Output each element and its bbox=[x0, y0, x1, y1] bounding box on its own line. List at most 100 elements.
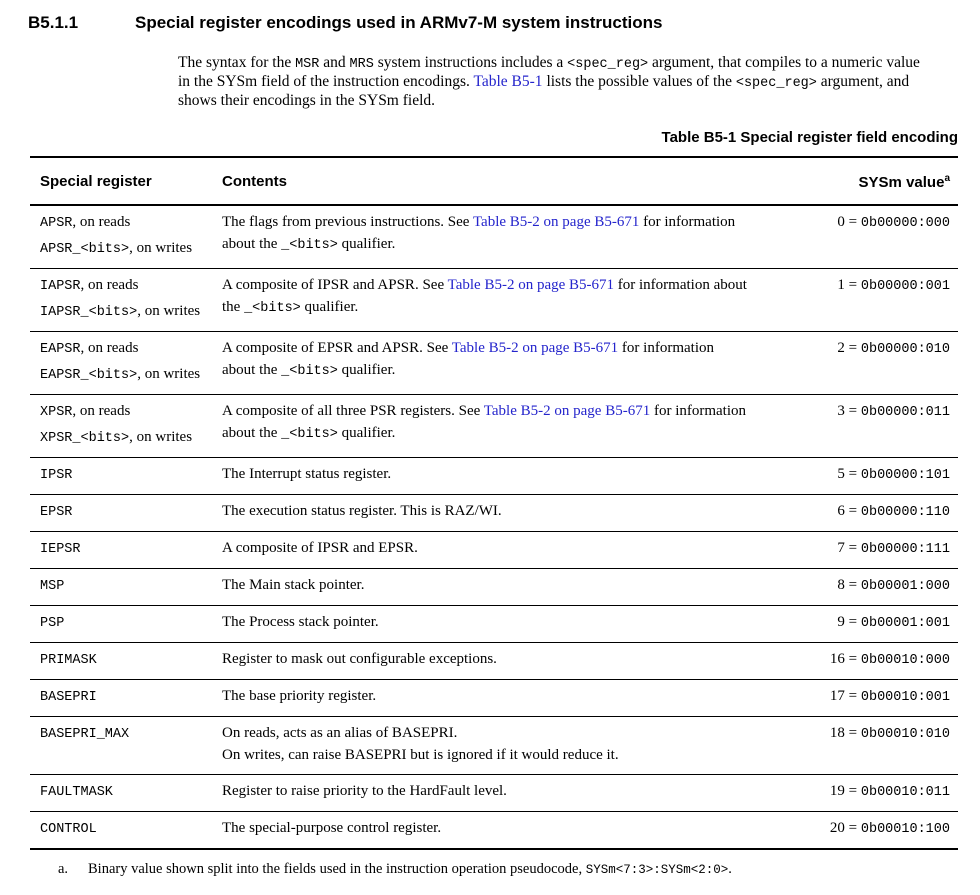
text-segment: , on writes bbox=[129, 429, 193, 445]
text-line: CONTROL bbox=[40, 820, 222, 838]
text-segment: IAPSR bbox=[40, 279, 81, 294]
intro-paragraph: The syntax for the MSR and MRS system in… bbox=[178, 54, 960, 109]
text-segment: 2 = bbox=[837, 340, 861, 356]
contents-cell: The special-purpose control register. bbox=[222, 820, 818, 837]
special-register-cell: MSP bbox=[30, 577, 222, 595]
cross-reference-link[interactable]: Table B5-2 on page B5-671 bbox=[447, 277, 615, 293]
table-row: EAPSR, on reads EAPSR_<bits>, on writes A… bbox=[30, 332, 958, 395]
column-header-contents: Contents bbox=[222, 173, 287, 190]
text-segment: IEPSR bbox=[40, 542, 81, 557]
contents-cell: A composite of EPSR and APSR. See Table … bbox=[222, 340, 818, 380]
text-segment: qualifier. bbox=[337, 362, 396, 378]
text-line: APSR, on reads bbox=[40, 214, 222, 232]
text-line: A composite of IPSR and APSR. See Table … bbox=[222, 277, 818, 294]
text-segment: BASEPRI bbox=[40, 690, 97, 705]
column-header-special-register: Special register bbox=[40, 173, 152, 190]
sysm-value-cell: 0 = 0b00000:000 bbox=[818, 214, 958, 232]
text-segment: The execution status register. This is R… bbox=[222, 503, 502, 519]
text-segment: qualifier. bbox=[337, 425, 396, 441]
table-row: EPSR The execution status register. This… bbox=[30, 495, 958, 532]
table-row: IAPSR, on reads IAPSR_<bits>, on writes A… bbox=[30, 269, 958, 332]
table-row: CONTROL The special-purpose control regi… bbox=[30, 812, 958, 848]
table-row: IEPSR A composite of IPSR and EPSR. 7 = … bbox=[30, 532, 958, 569]
column-header-sysm-value: SYSm valuea bbox=[818, 173, 958, 191]
table-caption: Table B5-1 Special register field encodi… bbox=[661, 129, 958, 146]
text-segment: APSR bbox=[40, 216, 73, 231]
text-segment: A composite of EPSR and APSR. See bbox=[222, 340, 452, 356]
text-segment: 0b00001:000 bbox=[860, 579, 950, 594]
sysm-value-cell: 7 = 0b00000:111 bbox=[818, 540, 958, 558]
text-segment: XPSR bbox=[40, 405, 73, 420]
cross-reference-link[interactable]: Table B5-2 on page B5-671 bbox=[451, 340, 619, 356]
text-segment: for information bbox=[639, 214, 736, 230]
text-line: The base priority register. bbox=[222, 688, 818, 705]
text-line: On reads, acts as an alias of BASEPRI. bbox=[222, 725, 818, 742]
text-segment: MSR bbox=[295, 57, 320, 72]
text-segment: A composite of all three PSR registers. … bbox=[222, 403, 484, 419]
text-line: The execution status register. This is R… bbox=[222, 503, 818, 520]
text-line: BASEPRI bbox=[40, 688, 222, 706]
cross-reference-link[interactable]: Table B5-2 on page B5-671 bbox=[483, 403, 651, 419]
text-segment: <spec_reg> bbox=[735, 76, 817, 91]
text-line: the _<bits> qualifier. bbox=[222, 299, 818, 317]
cross-reference-link[interactable]: Table B5-2 on page B5-671 bbox=[472, 214, 640, 230]
special-register-cell: BASEPRI_MAX bbox=[30, 725, 222, 743]
text-segment: about the bbox=[222, 425, 282, 441]
text-line: BASEPRI_MAX bbox=[40, 725, 222, 743]
text-line: shows their encodings in the SYSm field. bbox=[178, 92, 960, 109]
text-segment: 0b00000:000 bbox=[860, 216, 950, 231]
table-row: PSP The Process stack pointer. 9 = 0b000… bbox=[30, 606, 958, 643]
footnote-marker-superscript: a bbox=[944, 173, 950, 184]
text-segment: MRS bbox=[349, 57, 374, 72]
text-segment: Binary value shown split into the fields… bbox=[88, 861, 586, 877]
text-segment: On reads, acts as an alias of BASEPRI. bbox=[222, 725, 458, 741]
text-line: The Main stack pointer. bbox=[222, 577, 818, 594]
text-line: EPSR bbox=[40, 503, 222, 521]
text-line: IAPSR, on reads bbox=[40, 277, 222, 295]
cross-reference-link[interactable]: Table B5-1 bbox=[473, 73, 543, 90]
table-footnote: a. Binary value shown split into the fie… bbox=[58, 861, 938, 878]
text-line: Register to mask out configurable except… bbox=[222, 651, 818, 668]
text-line: The special-purpose control register. bbox=[222, 820, 818, 837]
text-segment: The special-purpose control register. bbox=[222, 820, 442, 836]
text-segment: The syntax for the bbox=[178, 54, 296, 71]
section-title: Special register encodings used in ARMv7… bbox=[135, 13, 663, 32]
text-segment: 7 = bbox=[837, 540, 861, 556]
special-register-cell: EAPSR, on reads EAPSR_<bits>, on writes bbox=[30, 340, 222, 384]
text-segment: 0b00010:000 bbox=[860, 653, 950, 668]
text-line: 2 = 0b00000:010 bbox=[818, 340, 950, 358]
text-segment: 0b00000:001 bbox=[860, 279, 950, 294]
contents-cell: The flags from previous instructions. Se… bbox=[222, 214, 818, 254]
text-segment: <spec_reg> bbox=[567, 57, 649, 72]
text-segment: The base priority register. bbox=[222, 688, 377, 704]
table-row: PRIMASK Register to mask out configurabl… bbox=[30, 643, 958, 680]
contents-cell: A composite of all three PSR registers. … bbox=[222, 403, 818, 443]
special-register-cell: IAPSR, on reads IAPSR_<bits>, on writes bbox=[30, 277, 222, 321]
text-segment: system instructions includes a bbox=[373, 54, 568, 71]
contents-cell: The Main stack pointer. bbox=[222, 577, 818, 594]
text-segment: and bbox=[319, 54, 350, 71]
table-row: BASEPRI_MAX On reads, acts as an alias o… bbox=[30, 717, 958, 775]
table-row: IPSR The Interrupt status register. 5 = … bbox=[30, 458, 958, 495]
text-segment: EAPSR_<bits> bbox=[40, 368, 138, 383]
sysm-value-cell: 17 = 0b00010:001 bbox=[818, 688, 958, 706]
contents-cell: The base priority register. bbox=[222, 688, 818, 705]
text-segment: 3 = bbox=[837, 403, 861, 419]
text-line: PRIMASK bbox=[40, 651, 222, 669]
table-row: MSP The Main stack pointer. 8 = 0b00001:… bbox=[30, 569, 958, 606]
text-segment: , on reads bbox=[80, 277, 139, 293]
contents-cell: A composite of IPSR and EPSR. bbox=[222, 540, 818, 557]
text-line: The flags from previous instructions. Se… bbox=[222, 214, 818, 231]
contents-cell: Register to raise priority to the HardFa… bbox=[222, 783, 818, 800]
text-segment: 9 = bbox=[837, 614, 861, 630]
text-segment: 0b00010:100 bbox=[860, 822, 950, 837]
text-line: 6 = 0b00000:110 bbox=[818, 503, 950, 521]
text-line: Register to raise priority to the HardFa… bbox=[222, 783, 818, 800]
text-line: IEPSR bbox=[40, 540, 222, 558]
text-segment: 0b00000:111 bbox=[860, 542, 950, 557]
text-line: 17 = 0b00010:001 bbox=[818, 688, 950, 706]
sysm-value-cell: 8 = 0b00001:000 bbox=[818, 577, 958, 595]
text-line: A composite of IPSR and EPSR. bbox=[222, 540, 818, 557]
text-segment: MSP bbox=[40, 579, 65, 594]
text-segment: qualifier. bbox=[300, 299, 359, 315]
